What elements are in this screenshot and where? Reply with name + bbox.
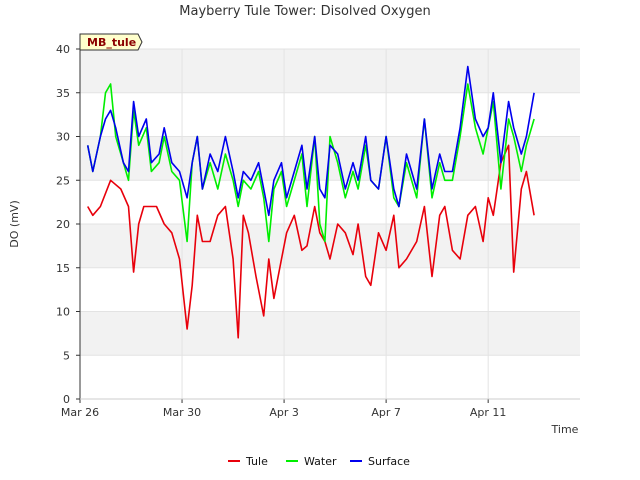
legend: Tule Water Surface	[228, 455, 410, 468]
grid-band	[80, 224, 580, 268]
x-tick-label: Mar 30	[163, 406, 201, 419]
x-tick-label: Mar 26	[61, 406, 99, 419]
y-tick-label: 35	[56, 87, 70, 100]
y-axis-title: DO (mV)	[8, 200, 21, 247]
y-tick-label: 5	[63, 349, 70, 362]
grid-band	[80, 49, 580, 93]
y-tick-label: 20	[56, 218, 70, 231]
series-line-surface	[86, 65, 535, 217]
legend-label-tule: Tule	[245, 455, 268, 468]
x-axis-title: Time	[551, 423, 579, 436]
station-tag-label: MB_tule	[87, 36, 136, 49]
series-line-water	[86, 83, 535, 243]
x-tick-label: Apr 7	[371, 406, 401, 419]
legend-label-surface: Surface	[368, 455, 410, 468]
grid-band	[80, 311, 580, 356]
y-tick-label: 15	[56, 262, 70, 275]
y-tick-label: 0	[63, 393, 70, 406]
legend-label-water: Water	[304, 455, 337, 468]
y-tick-label: 25	[56, 174, 70, 187]
y-tick-label: 30	[56, 131, 70, 144]
chart-title: Mayberry Tule Tower: Disolved Oxygen	[179, 4, 430, 19]
station-tag: MB_tule	[79, 33, 143, 51]
series-line-tule	[87, 144, 535, 339]
y-tick-label: 10	[56, 306, 70, 319]
x-tick-label: Apr 3	[269, 406, 299, 419]
station-tag-box	[79, 33, 143, 51]
y-tick-label: 40	[56, 43, 70, 56]
x-tick-label: Apr 11	[470, 406, 507, 419]
